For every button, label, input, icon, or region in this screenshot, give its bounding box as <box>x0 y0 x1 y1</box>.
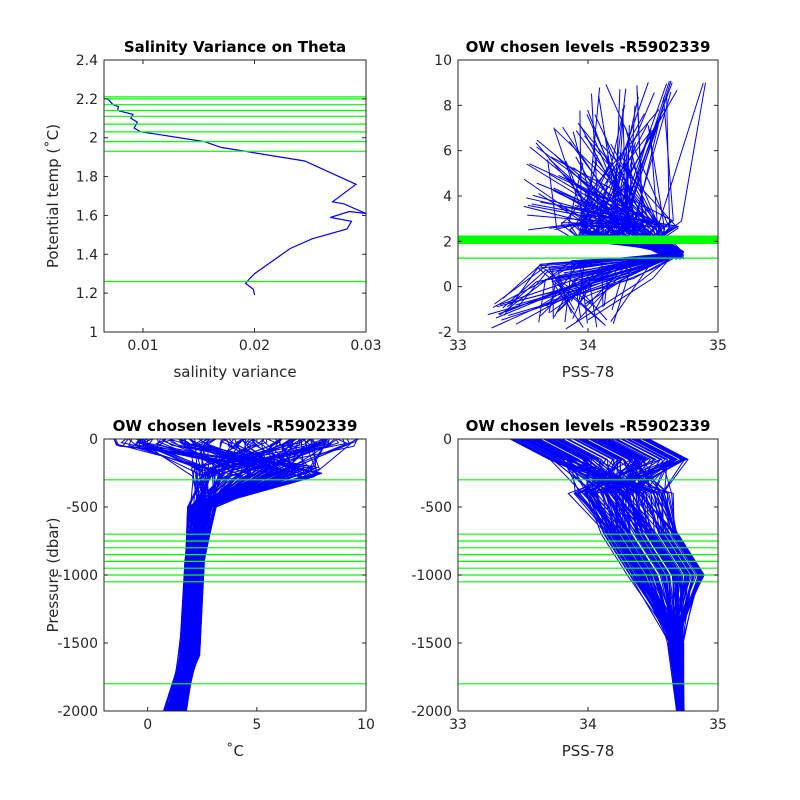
x-tick-label: 0.02 <box>239 338 270 354</box>
ts-profile <box>609 96 674 255</box>
temp-profile <box>177 439 346 711</box>
temp-profile <box>164 439 281 711</box>
y-tick-label: 2 <box>89 131 98 147</box>
x-tick-label: 0 <box>143 717 152 733</box>
plot-area <box>458 80 718 330</box>
y-tick-label: 1.2 <box>76 286 98 302</box>
y-tick-label: -1500 <box>411 636 452 652</box>
chart-title: OW chosen levels -R5902339 <box>466 38 711 56</box>
x-tick-label: 10 <box>357 717 375 733</box>
subplot-1: 0.01 0.02 0.03 1 1.2 1.4 1.6 1.8 2 2.2 2.4 Salinity… <box>44 38 382 381</box>
y-axis-label: Potential temp (˚C) <box>44 124 62 268</box>
x-tick-label: 5 <box>252 717 261 733</box>
plot-area <box>458 439 718 711</box>
x-tick-label: 34 <box>579 717 597 733</box>
y-tick-label: -2 <box>438 325 452 341</box>
axes-frame <box>103 59 367 333</box>
ts-profile <box>558 174 676 255</box>
y-tick-label: 1.8 <box>76 170 98 186</box>
y-tick-label: 10 <box>434 53 452 69</box>
x-tick-label: 35 <box>709 717 727 733</box>
temp-profile <box>175 439 328 711</box>
ts-profile <box>518 255 667 307</box>
y-tick-label: 0 <box>443 280 452 296</box>
y-tick-label: -1500 <box>57 636 98 652</box>
x-axis-label: salinity variance <box>173 363 296 381</box>
y-tick-label: 0 <box>89 432 98 448</box>
series-line-1 <box>106 98 366 296</box>
y-tick-label: -500 <box>66 500 98 516</box>
y-tick-label: 6 <box>443 144 452 160</box>
ts-profile <box>660 82 706 258</box>
ts-profile <box>582 165 670 260</box>
ts-profile <box>499 255 676 316</box>
chart-title: Salinity Variance on Theta <box>124 38 346 56</box>
y-axis-label: Pressure (dbar) <box>44 518 62 633</box>
x-axis-label: ˚C <box>226 742 244 760</box>
ts-profile <box>587 255 672 321</box>
x-tick-label: 0.01 <box>127 338 158 354</box>
y-tick-label: -1000 <box>57 568 98 584</box>
ts-profile <box>655 82 704 256</box>
y-tick-label: -1000 <box>411 568 452 584</box>
ts-profile <box>508 255 675 316</box>
ts-profile <box>595 173 671 260</box>
temp-profile <box>164 439 282 711</box>
y-tick-label: -2000 <box>411 704 452 720</box>
ts-profile <box>536 146 679 257</box>
subplot-3: 0 5 10 -2000 -1500 -1000 -500 0 OW chosen levels… <box>44 417 375 760</box>
y-tick-label: -2000 <box>57 704 98 720</box>
temp-profile <box>179 439 198 711</box>
x-tick-label: 35 <box>709 338 727 354</box>
x-tick-label: 33 <box>449 717 467 733</box>
y-tick-label: 8 <box>443 98 452 114</box>
x-axis-label: PSS-78 <box>562 363 615 381</box>
plot-area <box>104 96 366 296</box>
ts-profile <box>580 255 678 300</box>
y-tick-label: 1 <box>89 325 98 341</box>
y-tick-label: 2 <box>443 234 452 250</box>
subplot-2: 33 34 35 -2 0 2 4 6 8 10 OW chosen levels -R590233… <box>434 38 727 381</box>
y-tick-label: 1.6 <box>76 208 98 224</box>
y-tick-label: 4 <box>443 189 452 205</box>
ts-profile <box>492 253 675 308</box>
chart-title: OW chosen levels -R5902339 <box>466 417 711 435</box>
y-tick-label: 0 <box>443 432 452 448</box>
x-tick-label: 34 <box>579 338 597 354</box>
temp-profile <box>178 439 281 711</box>
y-tick-label: 2.4 <box>76 53 98 69</box>
ts-profile <box>596 186 672 259</box>
temp-profile <box>182 439 292 711</box>
chart-title: OW chosen levels -R5902339 <box>113 417 358 435</box>
y-tick-label: 2.2 <box>76 92 98 108</box>
subplot-4: 33 34 35 -2000 -1500 -1000 -500 0 OW chosen leve… <box>411 417 727 760</box>
x-tick-label: 33 <box>449 338 467 354</box>
ts-profile <box>579 252 670 324</box>
temp-profile <box>181 439 319 711</box>
plot-area <box>104 439 366 711</box>
x-tick-label: 0.03 <box>350 338 381 354</box>
temp-profile <box>185 439 324 711</box>
y-tick-label: -500 <box>420 500 452 516</box>
y-tick-label: 1.4 <box>76 247 98 263</box>
x-axis-label: PSS-78 <box>562 742 615 760</box>
ts-profile <box>574 253 670 318</box>
